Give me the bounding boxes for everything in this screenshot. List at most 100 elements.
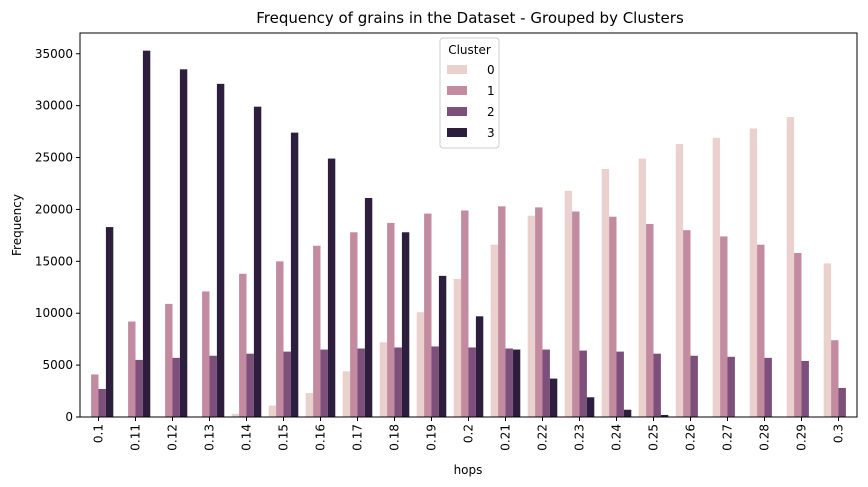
bar-0.21-cluster-3 bbox=[512, 349, 521, 417]
legend: Cluster 0 1 2 3 bbox=[439, 37, 500, 149]
bar-0.22-cluster-2 bbox=[542, 349, 550, 417]
x-tick-label: 0.22 bbox=[536, 424, 550, 451]
bar-0.14-cluster-1 bbox=[239, 273, 247, 417]
bar-0.21-cluster-0 bbox=[490, 244, 499, 417]
bar-0.23-cluster-2 bbox=[579, 350, 587, 417]
bar-0.24-cluster-2 bbox=[616, 351, 624, 417]
bar-0.15-cluster-1 bbox=[276, 261, 284, 417]
x-tick-label: 0.2 bbox=[462, 424, 476, 443]
y-tick-label: 20000 bbox=[35, 202, 73, 216]
bar-0.24-cluster-0 bbox=[601, 168, 610, 417]
bar-0.26-cluster-1 bbox=[683, 230, 691, 417]
y-tick-label: 25000 bbox=[35, 151, 73, 165]
bar-0.11-cluster-3 bbox=[142, 50, 151, 417]
bar-0.28-cluster-2 bbox=[764, 357, 772, 417]
bar-0.25-cluster-2 bbox=[653, 353, 661, 417]
bar-0.28-cluster-1 bbox=[757, 244, 765, 417]
bar-0.19-cluster-0 bbox=[416, 312, 425, 417]
bar-0.24-cluster-1 bbox=[609, 216, 617, 417]
x-tick-label: 0.3 bbox=[832, 424, 846, 443]
x-tick-label: 0.16 bbox=[314, 424, 328, 451]
bar-0.12-cluster-3 bbox=[179, 69, 188, 417]
bar-0.2-cluster-2 bbox=[468, 347, 476, 417]
bar-0.14-cluster-2 bbox=[246, 353, 254, 417]
bar-0.26-cluster-0 bbox=[675, 144, 684, 417]
x-tick-label: 0.26 bbox=[684, 424, 698, 451]
bar-0.18-cluster-2 bbox=[394, 347, 402, 417]
y-tick-label: 10000 bbox=[35, 306, 73, 320]
bar-0.12-cluster-1 bbox=[165, 303, 173, 417]
bar-0.15-cluster-2 bbox=[283, 351, 291, 417]
x-tick-label: 0.12 bbox=[166, 424, 180, 451]
bar-0.3-cluster-1 bbox=[831, 340, 839, 417]
bar-0.19-cluster-1 bbox=[424, 213, 432, 417]
legend-entry-2: 2 bbox=[487, 105, 495, 119]
bar-0.29-cluster-2 bbox=[801, 360, 809, 417]
bar-0.27-cluster-0 bbox=[712, 137, 721, 417]
x-tick-label: 0.27 bbox=[721, 424, 735, 451]
y-axis-label: Frequency bbox=[10, 194, 24, 256]
legend-swatch-0 bbox=[447, 65, 467, 74]
legend-entry-0: 0 bbox=[487, 63, 495, 77]
bar-0.16-cluster-3 bbox=[327, 158, 336, 418]
legend-swatch-3 bbox=[447, 128, 467, 137]
x-tick-label: 0.29 bbox=[795, 424, 809, 451]
y-axis: 0 5000 10000 15000 20000 25000 30000 35000 bbox=[35, 47, 80, 424]
bar-0.17-cluster-3 bbox=[364, 198, 373, 417]
bar-0.17-cluster-0 bbox=[342, 371, 351, 417]
bar-0.18-cluster-1 bbox=[387, 222, 395, 417]
y-tick-label: 0 bbox=[65, 410, 73, 424]
bar-0.3-cluster-2 bbox=[838, 387, 846, 417]
bar-0.17-cluster-2 bbox=[357, 348, 365, 417]
y-tick-label: 30000 bbox=[35, 99, 73, 113]
bar-0.1-cluster-1 bbox=[91, 374, 99, 417]
bar-0.29-cluster-1 bbox=[794, 253, 802, 417]
x-tick-label: 0.23 bbox=[573, 424, 587, 451]
y-tick-label: 15000 bbox=[35, 254, 73, 268]
y-tick-label: 35000 bbox=[35, 47, 73, 61]
bar-0.11-cluster-2 bbox=[135, 359, 143, 417]
bar-0.27-cluster-1 bbox=[720, 236, 728, 417]
x-tick-label: 0.25 bbox=[647, 424, 661, 451]
bar-0.13-cluster-3 bbox=[216, 83, 225, 417]
bar-0.21-cluster-1 bbox=[498, 206, 506, 417]
x-tick-label: 0.14 bbox=[240, 424, 254, 451]
bar-0.16-cluster-0 bbox=[305, 393, 314, 417]
bar-0.11-cluster-1 bbox=[128, 321, 136, 417]
bar-0.13-cluster-2 bbox=[209, 355, 217, 417]
x-tick-label: 0.1 bbox=[92, 424, 106, 443]
bar-0.17-cluster-1 bbox=[350, 232, 358, 417]
bar-0.23-cluster-0 bbox=[564, 190, 573, 417]
x-tick-label: 0.21 bbox=[499, 424, 513, 451]
bar-0.25-cluster-0 bbox=[638, 158, 647, 418]
x-tick-label: 0.24 bbox=[610, 424, 624, 451]
bar-0.3-cluster-0 bbox=[823, 263, 832, 417]
y-tick-label: 5000 bbox=[42, 358, 73, 372]
x-axis: 0.1 0.11 0.12 0.13 0.14 0.15 0.16 0.17 0.18 0.19 0… bbox=[92, 417, 846, 451]
bar-0.25-cluster-1 bbox=[646, 223, 654, 417]
bar-0.18-cluster-0 bbox=[379, 342, 388, 417]
x-tick-label: 0.17 bbox=[351, 424, 365, 451]
bar-0.26-cluster-2 bbox=[690, 355, 698, 417]
bar-0.28-cluster-0 bbox=[749, 128, 758, 417]
bar-0.2-cluster-1 bbox=[461, 210, 469, 417]
bar-0.23-cluster-3 bbox=[586, 397, 595, 417]
bar-0.15-cluster-0 bbox=[268, 405, 277, 417]
bar-0.15-cluster-3 bbox=[290, 132, 299, 417]
bar-0.27-cluster-2 bbox=[727, 356, 735, 417]
bar-0.23-cluster-1 bbox=[572, 211, 580, 417]
x-tick-label: 0.28 bbox=[758, 424, 772, 451]
bar-0.18-cluster-3 bbox=[401, 232, 410, 417]
bar-0.22-cluster-3 bbox=[549, 378, 558, 417]
x-tick-label: 0.15 bbox=[277, 424, 291, 451]
bar-0.1-cluster-2 bbox=[98, 388, 106, 417]
x-tick-label: 0.13 bbox=[203, 424, 217, 451]
bar-0.2-cluster-3 bbox=[475, 316, 484, 417]
bar-0.19-cluster-3 bbox=[438, 275, 447, 417]
bar-0.22-cluster-0 bbox=[527, 215, 536, 417]
bar-0.1-cluster-3 bbox=[105, 227, 114, 417]
bar-0.12-cluster-2 bbox=[172, 357, 180, 417]
legend-entry-1: 1 bbox=[487, 84, 495, 98]
bar-0.19-cluster-2 bbox=[431, 346, 439, 417]
